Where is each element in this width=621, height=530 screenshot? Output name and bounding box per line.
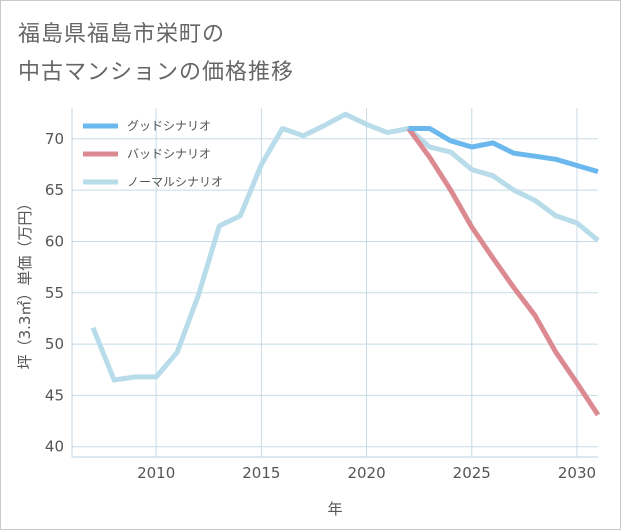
series-line-good bbox=[408, 126, 599, 175]
y-tick-label-55: 55 bbox=[45, 284, 64, 302]
series-line-normal bbox=[90, 111, 600, 383]
y-tick-label-50: 50 bbox=[45, 335, 64, 353]
y-tick-label-45: 45 bbox=[45, 386, 64, 404]
y-tick-label-40: 40 bbox=[45, 438, 64, 456]
x-tick-label-2030: 2030 bbox=[558, 464, 596, 482]
y-axis-ticks: 40 45 50 55 60 65 70 bbox=[45, 130, 64, 456]
y-tick-label-65: 65 bbox=[45, 181, 64, 199]
grid-lines bbox=[72, 108, 598, 457]
chart-title-line-2: 中古マンションの価格推移 bbox=[18, 60, 295, 85]
x-axis-ticks: 2010 2015 2020 2025 2030 bbox=[137, 464, 596, 482]
legend-label-normal: ノーマルシナリオ bbox=[127, 175, 223, 189]
x-tick-label-2010: 2010 bbox=[137, 464, 175, 482]
x-tick-label-2015: 2015 bbox=[242, 464, 280, 482]
chart-title-line-1: 福島県福島市栄町の bbox=[18, 22, 226, 47]
series-line-bad bbox=[406, 127, 601, 417]
x-tick-label-2025: 2025 bbox=[453, 464, 491, 482]
x-axis-label: 年 bbox=[327, 500, 342, 518]
y-axis-label: 坪（3.3㎡）単価（万円） bbox=[16, 196, 34, 370]
y-tick-label-70: 70 bbox=[45, 130, 64, 148]
series-layer bbox=[90, 111, 601, 417]
y-tick-label-60: 60 bbox=[45, 232, 64, 250]
x-tick-label-2020: 2020 bbox=[347, 464, 385, 482]
legend-label-good: グッドシナリオ bbox=[127, 119, 211, 133]
legend-label-bad: バッドシナリオ bbox=[127, 147, 211, 161]
